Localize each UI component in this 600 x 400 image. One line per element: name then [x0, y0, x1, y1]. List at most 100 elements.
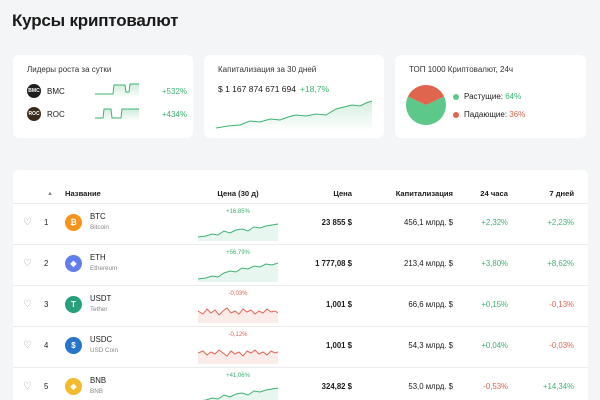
leader-row-roc[interactable]: ROC ROC +434%: [27, 107, 187, 123]
table-row[interactable]: ♡ 3 T USDT Tether -0,03% 1,001 $ 66,6 мл…: [13, 285, 588, 326]
row-rank: 1: [44, 218, 49, 227]
leaders-card[interactable]: Лидеры роста за сутки BMC BMC +532% ROC …: [13, 55, 193, 138]
roc-coin-icon: ROC: [27, 107, 41, 121]
crypto-table: ▲ Название Цена (30 д) Цена Капитализаци…: [13, 170, 588, 400]
cap-sparkline: [216, 100, 372, 131]
coin-icon: T: [65, 296, 82, 313]
table-row[interactable]: ♡ 5 ◈ BNB BNB +41,06% 324,82 $ 53,0 млрд…: [13, 367, 588, 400]
sparkline-change: +56,79%: [226, 250, 250, 256]
coin-icon: ◆: [65, 255, 82, 272]
change-7d: -0,13%: [549, 300, 574, 309]
legend-down: Падающие: 36%: [453, 110, 525, 119]
change-24h: +2,32%: [481, 218, 508, 227]
capitalization-card[interactable]: Капитализация за 30 дней $ 1 167 874 671…: [204, 55, 384, 138]
sparkline-change: +16,85%: [226, 209, 250, 215]
favorite-heart-icon[interactable]: ♡: [23, 258, 32, 269]
col-header-price[interactable]: Цена: [333, 189, 352, 198]
change-7d: -0,03%: [549, 341, 574, 350]
favorite-heart-icon[interactable]: ♡: [23, 217, 32, 228]
coin-cap: 213,4 млрд. $: [404, 259, 453, 268]
table-row[interactable]: ♡ 2 ◆ ETH Ethereum +56,79% 1 777,08 $ 21…: [13, 244, 588, 285]
legend-up-dot: [453, 93, 459, 100]
price-sparkline: +16,85%: [198, 207, 278, 241]
row-rank: 3: [44, 300, 49, 309]
top1000-card[interactable]: ТОП 1000 Криптовалют, 24ч Растущие: 64% …: [395, 55, 586, 138]
coin-price: 1,001 $: [325, 341, 352, 350]
table-row[interactable]: ♡ 1 ₿ BTC Bitcoin +16,85% 23 855 $ 456,1…: [13, 203, 588, 244]
col-header-chart[interactable]: Цена (30 д): [217, 189, 259, 198]
sort-arrow-icon[interactable]: ▲: [47, 191, 53, 197]
sparkline-change: -0,12%: [228, 332, 248, 338]
col-header-24h[interactable]: 24 часа: [480, 189, 508, 198]
coin-symbol[interactable]: BTC: [90, 212, 106, 221]
leader-change: +434%: [161, 110, 187, 119]
change-7d: +8,62%: [547, 259, 574, 268]
sparkline-change: -0,03%: [228, 291, 248, 297]
sparkline-change: +41,06%: [226, 373, 250, 379]
favorite-heart-icon[interactable]: ♡: [23, 381, 32, 392]
legend-up: Растущие: 64%: [453, 92, 521, 101]
coin-cap: 53,0 млрд. $: [408, 382, 453, 391]
coin-icon: ◈: [65, 378, 82, 395]
coin-symbol[interactable]: USDT: [90, 294, 112, 303]
col-header-cap[interactable]: Капитализация: [395, 189, 453, 198]
coin-name: Tether: [90, 306, 108, 313]
price-sparkline: +56,79%: [198, 248, 278, 282]
row-rank: 4: [44, 341, 49, 350]
leader-sparkline: [95, 108, 139, 121]
top1000-pie-chart: [406, 85, 446, 125]
pie-slice-down: [407, 85, 445, 105]
col-header-name[interactable]: Название: [65, 189, 101, 198]
change-24h: +0,04%: [481, 341, 508, 350]
coin-price: 324,82 $: [321, 382, 352, 391]
legend-down-dot: [453, 111, 459, 118]
coin-symbol[interactable]: BNB: [90, 376, 107, 385]
table-row[interactable]: ♡ 4 $ USDC USD Coin -0,12% 1,001 $ 54,3 …: [13, 326, 588, 367]
coin-name: Ethereum: [90, 265, 118, 272]
coin-symbol[interactable]: USDC: [90, 335, 113, 344]
coin-name: USD Coin: [90, 347, 118, 354]
price-sparkline: -0,03%: [198, 289, 278, 323]
coin-cap: 54,3 млрд. $: [408, 341, 453, 350]
favorite-heart-icon[interactable]: ♡: [23, 340, 32, 351]
coin-name: BNB: [90, 388, 103, 395]
legend-down-label: Падающие:: [464, 110, 508, 119]
leader-name: ROC: [47, 110, 65, 119]
sparkline-chart: [198, 262, 278, 282]
page-title: Курсы криптовалют: [12, 11, 179, 30]
leader-name: BMC: [47, 87, 65, 96]
leader-sparkline: [95, 83, 139, 98]
change-7d: +2,23%: [547, 218, 574, 227]
coin-price: 23 855 $: [321, 218, 352, 227]
cap-amount: $ 1 167 874 671 694: [218, 84, 296, 94]
cap-value: $ 1 167 874 671 694 +18,7%: [218, 84, 329, 94]
col-header-7d[interactable]: 7 дней: [549, 189, 574, 198]
change-7d: +14,34%: [543, 382, 574, 391]
sparkline-chart: [198, 223, 278, 241]
coin-price: 1 777,08 $: [315, 259, 352, 268]
price-sparkline: +41,06%: [198, 371, 278, 400]
cap-change: +18,7%: [300, 84, 330, 94]
change-24h: -0,53%: [483, 382, 508, 391]
sparkline-chart: [201, 387, 278, 400]
bmc-coin-icon: BMC: [27, 84, 41, 98]
favorite-heart-icon[interactable]: ♡: [23, 299, 32, 310]
coin-name: Bitcoin: [90, 224, 109, 231]
leader-change: +532%: [161, 87, 187, 96]
legend-up-value: 64%: [505, 92, 522, 101]
coin-price: 1,001 $: [325, 300, 352, 309]
sparkline-chart: [198, 307, 278, 323]
change-24h: +3,80%: [481, 259, 508, 268]
coin-cap: 66,6 млрд. $: [408, 300, 453, 309]
price-sparkline: -0,12%: [198, 330, 278, 364]
row-rank: 5: [44, 382, 49, 391]
coin-symbol[interactable]: ETH: [90, 253, 106, 262]
top1000-title: ТОП 1000 Криптовалют, 24ч: [409, 65, 514, 74]
sparkline-chart: [198, 349, 278, 364]
row-rank: 2: [44, 259, 49, 268]
change-24h: +0,15%: [481, 300, 508, 309]
cap-title: Капитализация за 30 дней: [218, 65, 317, 74]
pie-slice-up: [406, 96, 446, 125]
leader-row-bmc[interactable]: BMC BMC +532%: [27, 83, 187, 100]
coin-cap: 456,1 млрд. $: [404, 218, 453, 227]
